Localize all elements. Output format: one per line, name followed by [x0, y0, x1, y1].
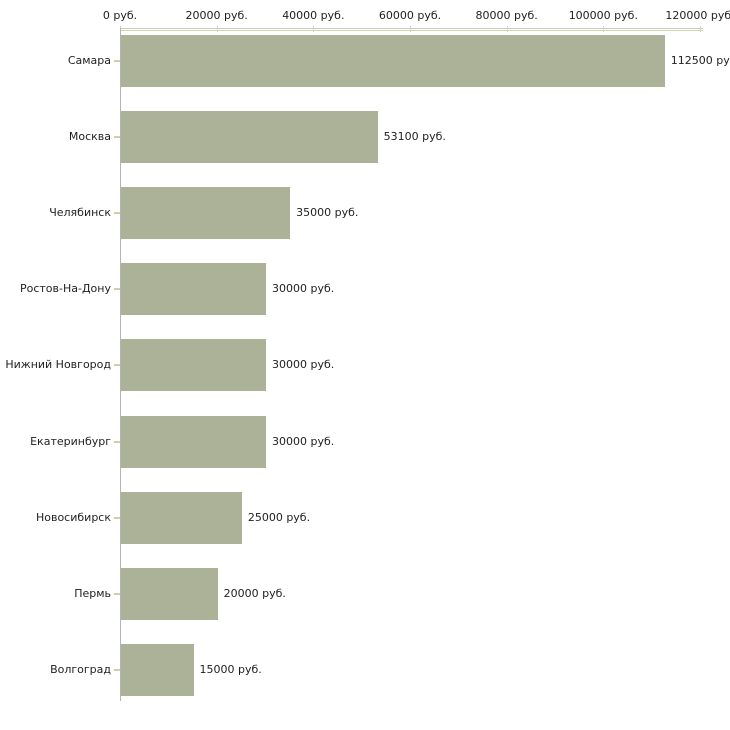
x-tick-mark: [506, 26, 508, 32]
bar-value-label: 53100 руб.: [383, 130, 446, 144]
x-axis-baseline: [120, 30, 703, 31]
x-tick-label: 0 руб.: [102, 9, 138, 22]
x-tick-label: 60000 руб.: [378, 9, 442, 22]
category-label: Новосибирск: [35, 510, 111, 524]
bar: [121, 263, 266, 316]
x-tick-mark: [313, 26, 315, 32]
category-tick-mark: [114, 136, 120, 139]
category-label: Волгоград: [50, 662, 111, 676]
bar: [121, 643, 194, 696]
x-tick-mark: [410, 26, 411, 32]
bar: [121, 415, 266, 468]
x-axis-line: [120, 28, 703, 29]
x-tick-mark: [700, 26, 701, 32]
bar-value-label: 25000 руб.: [247, 510, 311, 524]
category-label: Москва: [68, 130, 111, 144]
x-tick-mark: [603, 26, 605, 32]
x-tick-label: 20000 руб.: [185, 9, 248, 22]
bar: [121, 111, 378, 164]
category-tick-mark: [114, 212, 120, 215]
bar-value-label: 112500 руб.: [670, 54, 730, 67]
x-tick-label: 80000 руб.: [475, 9, 538, 22]
category-label: Нижний Новгород: [5, 358, 111, 372]
category-tick-mark: [114, 364, 120, 367]
category-tick-mark: [114, 516, 120, 519]
bar-value-label: 20000 руб.: [223, 586, 286, 600]
bar-value-label: 30000 руб.: [272, 434, 335, 448]
category-label: Пермь: [74, 586, 111, 600]
category-label: Самара: [67, 54, 111, 67]
bar: [121, 187, 291, 240]
bar-value-label: 30000 руб.: [272, 358, 335, 372]
bar: [121, 35, 665, 87]
category-label: Екатеринбург: [30, 434, 111, 448]
category-tick-mark: [114, 668, 120, 671]
x-tick-label: 100000 руб.: [568, 9, 638, 22]
bar-value-label: 35000 руб.: [296, 206, 359, 220]
bar: [121, 567, 218, 620]
x-tick-label: 120000 руб.: [665, 9, 730, 22]
bar: [121, 491, 242, 544]
category-label: Ростов-На-Дону: [19, 282, 111, 296]
category-tick-mark: [114, 592, 120, 595]
category-tick-mark: [114, 288, 120, 291]
y-axis-line: [120, 28, 121, 701]
bar: [121, 339, 266, 392]
x-tick-mark: [216, 26, 218, 32]
x-tick-label: 40000 руб.: [282, 9, 345, 22]
category-tick-mark: [114, 60, 120, 62]
category-tick-mark: [114, 440, 120, 443]
bar-value-label: 30000 руб.: [272, 282, 335, 296]
category-label: Челябинск: [49, 206, 111, 220]
bar-value-label: 15000 руб.: [199, 662, 262, 676]
